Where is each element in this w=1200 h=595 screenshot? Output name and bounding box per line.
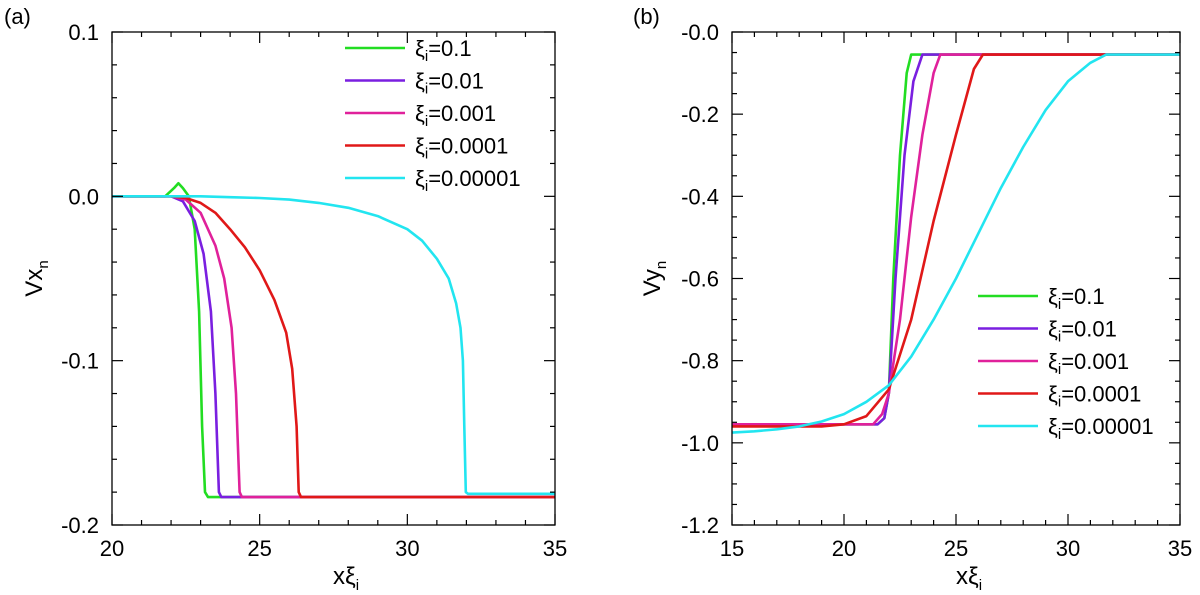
legend-label: ξi=0.01	[1048, 317, 1117, 346]
legend-label: ξi=0.00001	[1048, 414, 1154, 443]
series-line-2	[732, 53, 1180, 426]
y-tick-label: -0.0	[681, 20, 719, 45]
y-tick-label: 0.1	[68, 20, 99, 45]
x-tick-label: 15	[720, 536, 744, 561]
y-tick-label: -0.4	[681, 184, 719, 209]
y-tick-label: -1.0	[681, 431, 719, 456]
legend-label: ξi=0.1	[415, 36, 472, 65]
x-tick-label: 35	[543, 536, 567, 561]
series-line-3	[732, 53, 1180, 428]
x-tick-label: 30	[1056, 536, 1080, 561]
series-line-1	[112, 195, 555, 499]
legend: ξi=0.1 ξi=0.01 ξi=0.001 ξi=0.0001 ξi=0.00001	[345, 36, 521, 195]
legend-label: ξi=0.001	[415, 101, 496, 130]
chart-panel-a: 20 25 30 35-0.2-0.10.00.1xξiVxn(a)ξi=0.1ξi=…	[4, 4, 567, 594]
series-line-4	[732, 53, 1180, 434]
x-tick-label: 20	[100, 536, 124, 561]
y-tick-label: -0.2	[61, 513, 99, 538]
legend-label: ξi=0.0001	[1048, 382, 1141, 411]
legend-label: ξi=0.1	[1048, 284, 1105, 313]
x-tick-label: 35	[1168, 536, 1192, 561]
y-tick-label: -0.8	[681, 349, 719, 374]
y-axis-label: Vyn	[639, 261, 670, 296]
legend-label: ξi=0.00001	[415, 166, 521, 195]
series-line-0	[112, 181, 555, 499]
x-axis-label: xξi	[333, 563, 359, 594]
series-line-4	[112, 195, 555, 496]
y-tick-label: -0.1	[61, 349, 99, 374]
panel-label: (a)	[4, 4, 31, 29]
y-tick-label: -0.2	[681, 102, 719, 127]
legend-label: ξi=0.0001	[415, 134, 508, 163]
y-tick-label: -1.2	[681, 513, 719, 538]
legend: ξi=0.1 ξi=0.01 ξi=0.001 ξi=0.0001 ξi=0.00001	[978, 284, 1154, 443]
x-tick-label: 25	[247, 536, 271, 561]
legend-label: ξi=0.01	[415, 69, 484, 98]
chart-panel-b: 15 20 25 30 35 -1.2 -1.0 -0.8 -0.6 -0.4 -0.2 -0.0 xξ…	[633, 4, 1192, 594]
y-axis-label: Vxn	[21, 260, 52, 296]
y-tick-label: -0.6	[681, 267, 719, 292]
x-axis-label: xξi	[956, 563, 982, 594]
y-tick-label: 0.0	[68, 184, 99, 209]
series-line-2	[112, 195, 555, 499]
panel-label: (b)	[633, 4, 660, 29]
plot-frame	[111, 31, 556, 526]
x-tick-label: 30	[395, 536, 419, 561]
series-line-3	[112, 195, 555, 499]
legend-label: ξi=0.001	[1048, 349, 1129, 378]
x-tick-label: 25	[944, 536, 968, 561]
x-tick-label: 20	[832, 536, 856, 561]
series-line-1	[732, 53, 1180, 426]
